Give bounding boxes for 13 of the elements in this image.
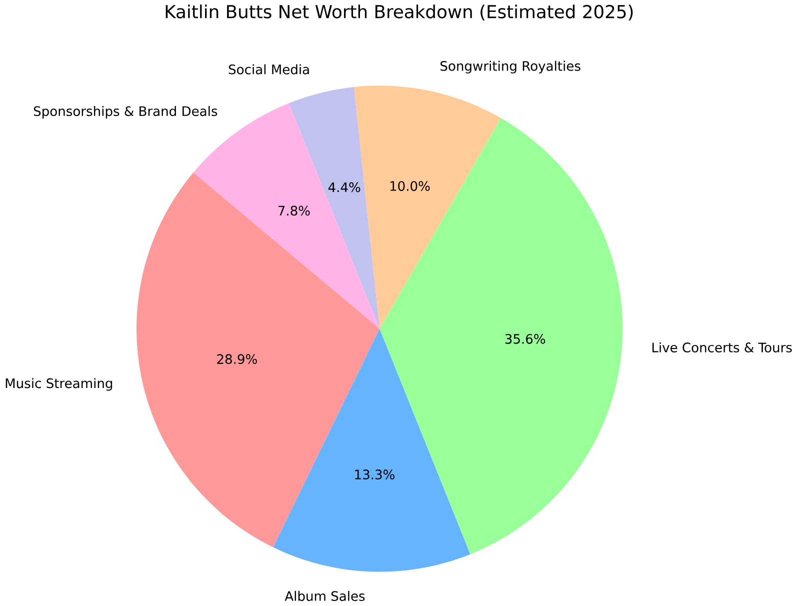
data-label: 35.6% — [505, 334, 546, 344]
slice-label: Social Media — [228, 64, 309, 75]
slice-label: Songwriting Royalties — [440, 61, 580, 74]
data-label: 7.8% — [278, 206, 310, 216]
data-label: 4.4% — [328, 182, 360, 192]
data-label: 28.9% — [217, 354, 257, 364]
slice-label: Live Concerts & Tours — [652, 342, 792, 353]
slice-label: Sponsorships & Brand Deals — [34, 106, 218, 119]
data-label: 13.3% — [355, 470, 394, 480]
chart-title: Kaitlin Butts Net Worth Breakdown (Estimated 2025) — [166, 4, 633, 21]
data-label: 10.0% — [390, 181, 430, 192]
slice-label: Album Sales — [284, 591, 365, 602]
slice-label: Music Streaming — [6, 378, 112, 391]
